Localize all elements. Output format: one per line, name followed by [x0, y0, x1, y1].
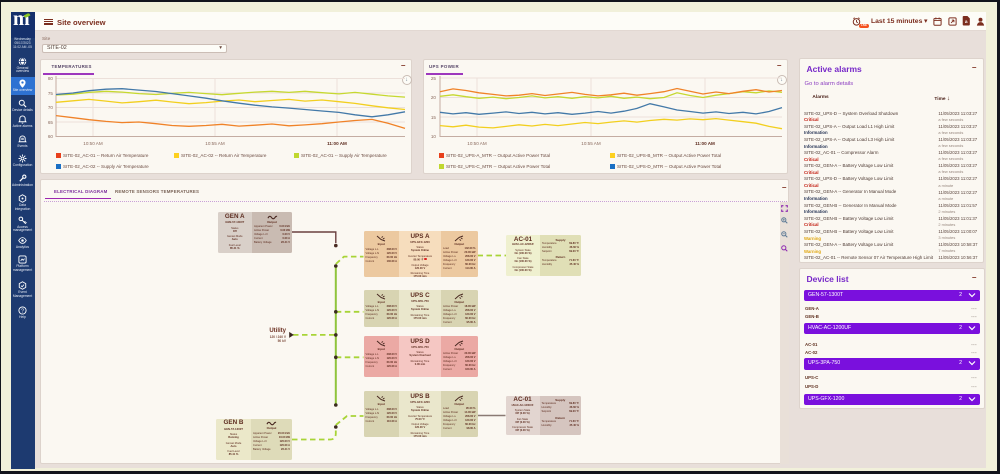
- svg-text:?: ?: [21, 308, 24, 314]
- svg-text:a: a: [965, 20, 968, 25]
